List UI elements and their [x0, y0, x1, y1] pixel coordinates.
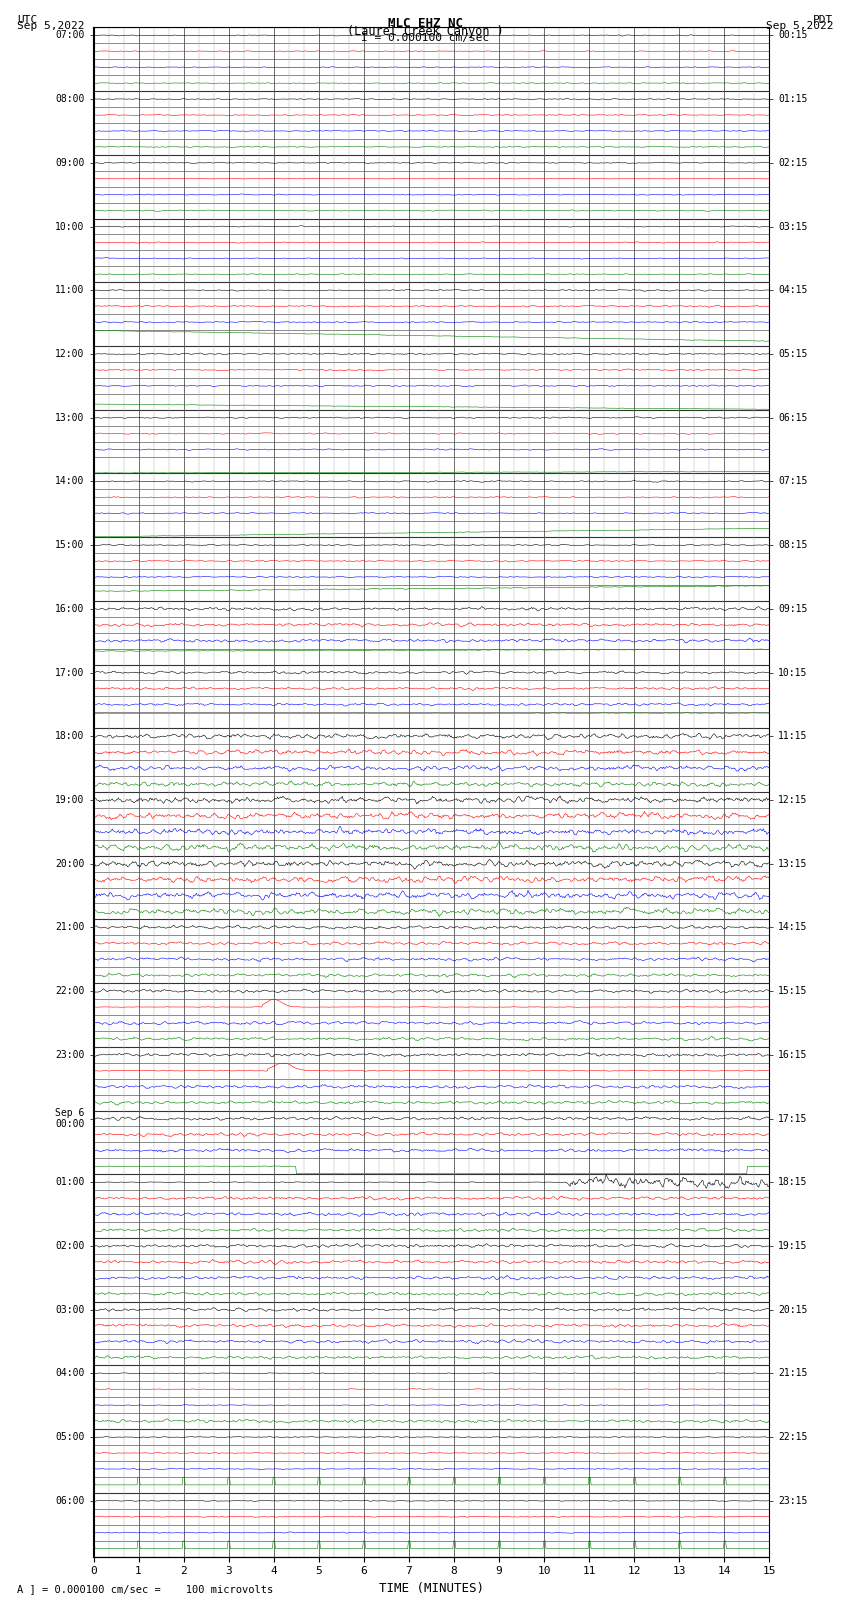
X-axis label: TIME (MINUTES): TIME (MINUTES): [379, 1582, 484, 1595]
Text: MLC EHZ NC: MLC EHZ NC: [388, 18, 462, 31]
Text: UTC: UTC: [17, 15, 37, 24]
Text: A ] = 0.000100 cm/sec =    100 microvolts: A ] = 0.000100 cm/sec = 100 microvolts: [17, 1584, 273, 1594]
Text: (Laurel Creek Canyon ): (Laurel Creek Canyon ): [347, 24, 503, 39]
Text: PDT: PDT: [813, 15, 833, 24]
Text: Sep 5,2022: Sep 5,2022: [766, 21, 833, 31]
Text: I = 0.000100 cm/sec: I = 0.000100 cm/sec: [361, 32, 489, 44]
Text: Sep 5,2022: Sep 5,2022: [17, 21, 84, 31]
